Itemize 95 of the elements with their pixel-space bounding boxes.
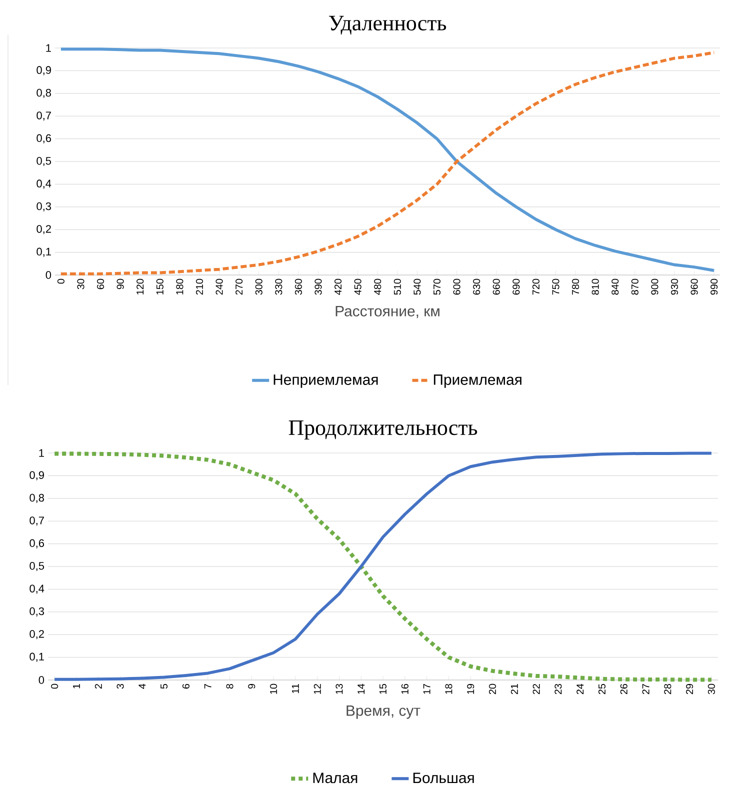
x-tick-label: 14 bbox=[358, 684, 365, 694]
x-tick-label: 12 bbox=[314, 684, 321, 694]
legend-label: Приемлемая bbox=[434, 374, 522, 388]
x-tick-label: 1 bbox=[73, 684, 80, 688]
x-tick-label: 480 bbox=[374, 278, 382, 295]
y-tick-label: 0,4 bbox=[30, 584, 44, 594]
legend-label: Большая bbox=[413, 772, 474, 784]
x-tick-label: 690 bbox=[512, 278, 520, 295]
x-tick-label: 18 bbox=[445, 684, 452, 694]
y-tick-label: 1 bbox=[39, 449, 44, 457]
x-tick-label: 390 bbox=[314, 278, 322, 295]
x-tick-label: 960 bbox=[690, 278, 698, 295]
y-tick-label: 0,2 bbox=[36, 225, 51, 234]
x-tick-label: 570 bbox=[433, 278, 441, 295]
x-tick-label: 15 bbox=[380, 684, 386, 694]
x-tick-label: 300 bbox=[255, 278, 262, 295]
y-tick-label: 0,3 bbox=[30, 607, 44, 616]
x-tick-label: 510 bbox=[394, 278, 401, 295]
x-tick-label: 16 bbox=[401, 684, 408, 694]
y-tick-label: 0 bbox=[38, 676, 44, 684]
chart-title: Продолжительность bbox=[288, 420, 478, 440]
legend-label: Малая bbox=[313, 772, 358, 784]
y-tick-label: 0,9 bbox=[36, 66, 51, 76]
x-tick-label: 90 bbox=[116, 278, 124, 290]
x-tick-label: 17 bbox=[423, 684, 430, 694]
y-tick-label: 0,5 bbox=[36, 156, 52, 166]
x-tick-label: 720 bbox=[532, 278, 540, 295]
x-tick-label: 270 bbox=[236, 278, 243, 295]
x-tick-label: 21 bbox=[510, 684, 518, 694]
x-tick-label: 22 bbox=[532, 684, 540, 694]
x-tick-label: 23 bbox=[554, 684, 562, 694]
x-tick-label: 540 bbox=[414, 278, 421, 295]
x-tick-label: 24 bbox=[576, 684, 584, 694]
x-tick-label: 9 bbox=[248, 684, 256, 689]
chart-title: Удаленность bbox=[328, 16, 446, 34]
x-tick-label: 25 bbox=[598, 684, 606, 694]
x-tick-label: 0 bbox=[51, 684, 58, 689]
x-tick-label: 7 bbox=[204, 684, 212, 689]
y-tick-label: 0,7 bbox=[36, 112, 51, 121]
x-tick-label: 630 bbox=[473, 278, 480, 295]
y-tick-label: 0,4 bbox=[36, 180, 52, 189]
x-tick-label: 750 bbox=[552, 278, 560, 295]
y-tick-label: 0,1 bbox=[36, 248, 51, 257]
x-tick-label: 4 bbox=[138, 684, 146, 689]
x-tick-label: 660 bbox=[492, 278, 500, 295]
x-tick-label: 10 bbox=[270, 684, 278, 694]
y-tick-label: 0,8 bbox=[36, 88, 51, 98]
x-tick-label: 28 bbox=[664, 684, 672, 694]
x-tick-label: 150 bbox=[156, 278, 164, 294]
x-tick-label: 930 bbox=[670, 278, 678, 295]
y-tick-label: 0,6 bbox=[30, 539, 44, 548]
y-tick-label: 0,9 bbox=[30, 471, 44, 480]
y-tick-label: 0,3 bbox=[36, 202, 51, 212]
x-tick-label: 810 bbox=[592, 278, 599, 295]
x-tick-label: 360 bbox=[294, 278, 302, 295]
x-tick-label: 8 bbox=[226, 684, 234, 689]
y-tick-label: 0,5 bbox=[30, 562, 44, 572]
x-tick-label: 330 bbox=[275, 278, 282, 295]
x-tick-label: 5 bbox=[160, 684, 168, 689]
x-tick-label: 180 bbox=[176, 278, 184, 294]
x-tick-label: 60 bbox=[97, 278, 104, 290]
x-tick-label: 450 bbox=[354, 278, 362, 295]
y-tick-label: 0,6 bbox=[36, 134, 51, 144]
x-tick-label: 20 bbox=[488, 684, 496, 694]
x-tick-label: 210 bbox=[196, 278, 204, 295]
y-tick-label: 0,8 bbox=[30, 494, 44, 503]
x-axis-title: Расстояние, км bbox=[336, 306, 440, 318]
x-tick-label: 0 bbox=[57, 278, 64, 284]
x-tick-label: 420 bbox=[334, 278, 342, 295]
x-tick-label: 11 bbox=[292, 684, 299, 694]
x-tick-label: 840 bbox=[612, 278, 619, 295]
x-tick-label: 30 bbox=[708, 684, 715, 694]
x-tick-label: 29 bbox=[686, 684, 694, 694]
x-tick-label: 120 bbox=[136, 278, 144, 294]
y-tick-label: 1 bbox=[46, 44, 51, 52]
legend-label: Неприемлемая bbox=[274, 374, 378, 388]
x-tick-label: 600 bbox=[453, 278, 460, 295]
x-tick-label: 870 bbox=[631, 278, 638, 295]
x-tick-label: 780 bbox=[572, 278, 580, 295]
x-tick-label: 2 bbox=[94, 684, 102, 689]
x-tick-label: 30 bbox=[77, 278, 84, 290]
x-tick-label: 3 bbox=[116, 684, 124, 689]
x-tick-label: 13 bbox=[336, 684, 343, 694]
y-tick-label: 0,7 bbox=[30, 516, 44, 526]
x-tick-label: 26 bbox=[620, 684, 628, 694]
y-tick-label: 0,1 bbox=[30, 652, 44, 662]
y-tick-label: 0 bbox=[46, 271, 52, 279]
x-tick-label: 27 bbox=[642, 684, 650, 694]
y-tick-label: 0,2 bbox=[30, 630, 44, 640]
x-tick-label: 19 bbox=[467, 684, 474, 694]
x-axis-title: Время, сут bbox=[346, 705, 420, 719]
x-tick-label: 240 bbox=[216, 278, 223, 295]
x-tick-label: 6 bbox=[182, 684, 190, 689]
x-tick-label: 990 bbox=[710, 278, 718, 295]
x-tick-label: 900 bbox=[651, 278, 658, 295]
